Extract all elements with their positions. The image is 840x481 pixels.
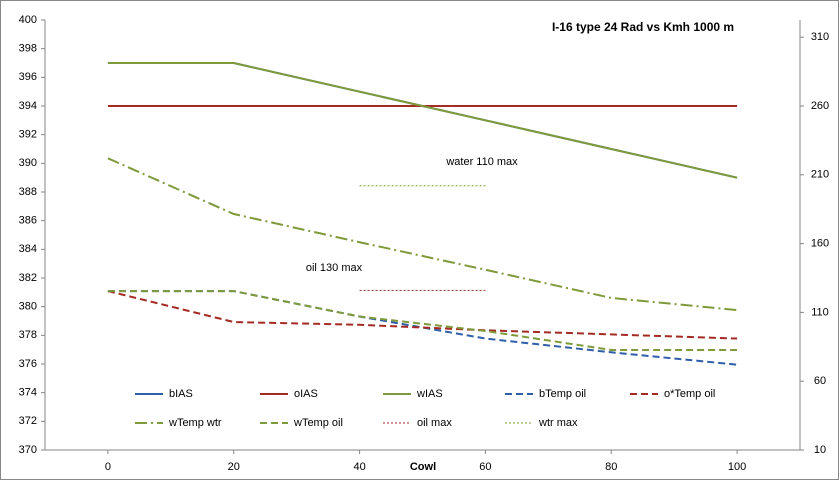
y2-tick-label: 60 [814,375,826,387]
legend-label: bIAS [169,388,193,400]
x-tick-label: 100 [728,461,746,473]
series-line [107,157,738,312]
y-tick-label: 386 [19,215,37,227]
series-line [107,62,738,179]
y-tick-label: 384 [19,243,37,255]
legend-label: oIAS [294,388,318,400]
x-tick-label: 0 [105,461,111,473]
y-tick-label: 382 [19,272,37,284]
x-tick-label: 20 [228,461,240,473]
y-tick-label: 370 [19,444,37,456]
y2-tick-label: 10 [814,444,826,456]
y2-tick-label: 210 [811,169,829,181]
y-tick-label: 372 [19,415,37,427]
chart-title: I-16 type 24 Rad vs Kmh 1000 m [552,20,734,34]
y-tick-label: 396 [19,71,37,83]
annotation: water 110 max [445,156,518,168]
x-tick-label: 60 [479,461,491,473]
y-tick-label: 376 [19,358,37,370]
y-tick-label: 398 [19,43,37,55]
y2-tick-label: 160 [811,238,829,250]
legend-label: wTemp wtr [168,417,222,429]
y-tick-label: 388 [19,186,37,198]
y-tick-label: 380 [19,301,37,313]
y-tick-label: 374 [19,387,37,399]
legend-label: wTemp oil [293,417,343,429]
legend-label: wIAS [416,388,443,400]
series-line [107,290,738,340]
x-tick-label: 40 [353,461,365,473]
y-tick-label: 392 [19,129,37,141]
y2-tick-label: 110 [811,306,829,318]
y-tick-label: 394 [19,100,37,112]
x-axis-title: Cowl [410,461,436,473]
y-tick-label: 390 [19,157,37,169]
x-tick-label: 80 [605,461,617,473]
legend-label: oil max [417,417,452,429]
legend-label: bTemp oil [539,388,586,400]
y2-tick-label: 310 [811,31,829,43]
annotation: oil 130 max [306,262,363,274]
y2-tick-label: 260 [811,100,829,112]
y-tick-label: 400 [19,14,37,26]
legend-label: wtr max [538,417,578,429]
legend-label: o*Temp oil [664,388,715,400]
y-tick-label: 378 [19,329,37,341]
series-line [107,290,738,351]
